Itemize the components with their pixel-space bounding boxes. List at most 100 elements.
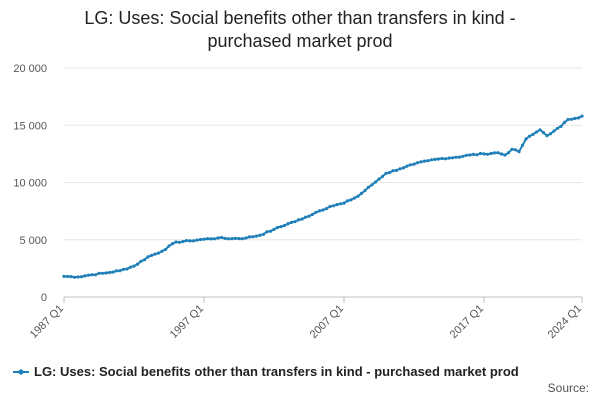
data-point xyxy=(83,274,87,278)
data-point xyxy=(191,239,196,243)
data-point xyxy=(527,134,532,138)
data-point xyxy=(300,217,304,221)
data-point xyxy=(233,236,238,240)
source-credit[interactable]: Source: xyxy=(548,381,589,395)
data-point xyxy=(422,159,427,163)
data-point xyxy=(499,152,504,156)
data-point xyxy=(72,275,77,279)
data-point xyxy=(114,269,119,273)
data-point xyxy=(482,152,486,156)
data-point xyxy=(216,236,220,240)
data-point xyxy=(205,237,210,241)
data-point xyxy=(471,152,476,156)
data-point xyxy=(254,234,259,238)
data-point xyxy=(569,117,574,121)
data-point xyxy=(335,203,339,207)
data-point xyxy=(111,270,115,274)
data-point xyxy=(408,163,413,167)
data-point xyxy=(478,151,483,156)
data-point xyxy=(202,237,206,241)
data-point xyxy=(317,209,322,213)
data-point xyxy=(370,183,374,187)
data-point xyxy=(524,137,528,141)
data-point xyxy=(142,258,147,262)
data-point xyxy=(289,220,294,224)
data-point xyxy=(90,273,94,277)
data-point xyxy=(545,134,549,138)
data-point xyxy=(167,244,171,248)
data-point xyxy=(534,130,539,134)
y-tick-label: 5 000 xyxy=(19,235,47,247)
data-point xyxy=(261,232,266,236)
data-point xyxy=(426,159,430,163)
data-point xyxy=(517,150,521,154)
data-point xyxy=(265,230,269,234)
data-point xyxy=(457,155,462,159)
x-tick-label: 2024 Q1 xyxy=(546,303,584,341)
data-point xyxy=(268,229,273,233)
x-tick-label: 1997 Q1 xyxy=(168,303,206,341)
data-point xyxy=(531,132,535,136)
data-point xyxy=(433,157,437,161)
data-point xyxy=(314,210,318,214)
data-point xyxy=(366,185,371,189)
data-point xyxy=(251,235,255,239)
data-point xyxy=(195,238,199,242)
data-point xyxy=(212,237,217,241)
y-tick-label: 0 xyxy=(41,292,47,304)
data-point xyxy=(440,156,444,161)
data-point xyxy=(328,204,332,209)
data-point xyxy=(219,235,224,240)
data-point xyxy=(76,275,80,279)
axes xyxy=(63,296,583,303)
data-point xyxy=(373,180,378,184)
data-point xyxy=(282,223,287,228)
data-point xyxy=(468,153,472,157)
data-point xyxy=(356,194,360,198)
data-point xyxy=(450,156,455,160)
data-point xyxy=(163,247,168,252)
data-point xyxy=(538,128,542,132)
series-line xyxy=(63,115,583,279)
data-point xyxy=(345,199,350,203)
data-point xyxy=(391,169,395,173)
data-point xyxy=(107,270,112,275)
data-point xyxy=(160,249,164,253)
data-point xyxy=(65,274,70,279)
data-point xyxy=(244,236,248,240)
legend[interactable]: LG: Uses: Social benefits other than tra… xyxy=(13,364,519,379)
data-point xyxy=(415,161,420,165)
legend-item-label[interactable]: LG: Uses: Social benefits other than tra… xyxy=(34,364,519,379)
gridlines xyxy=(64,67,582,241)
data-point xyxy=(100,271,105,275)
data-point xyxy=(247,235,252,239)
data-point xyxy=(566,117,570,122)
data-point xyxy=(419,160,423,164)
data-point xyxy=(293,220,297,224)
y-tick-label: 15 000 xyxy=(13,120,47,132)
data-point xyxy=(69,275,73,279)
data-point xyxy=(548,132,553,136)
data-point xyxy=(79,275,84,279)
legend-marker-symbol xyxy=(18,369,24,375)
data-point xyxy=(492,151,497,155)
data-point xyxy=(240,237,245,241)
data-point xyxy=(520,143,525,147)
data-point xyxy=(181,239,185,244)
data-point xyxy=(475,153,479,157)
data-point xyxy=(104,271,108,275)
data-point xyxy=(324,207,329,211)
data-point xyxy=(125,267,129,271)
data-point xyxy=(132,264,136,268)
data-point xyxy=(321,208,325,212)
data-point xyxy=(496,151,500,155)
data-point xyxy=(359,191,364,195)
data-point xyxy=(342,201,346,205)
data-point xyxy=(443,157,448,161)
data-point xyxy=(513,148,518,152)
data-point xyxy=(128,265,133,269)
data-point xyxy=(464,153,469,157)
chart-title-line-1: LG: Uses: Social benefits other than tra… xyxy=(84,8,515,28)
data-point xyxy=(139,259,143,263)
data-point xyxy=(153,252,157,256)
